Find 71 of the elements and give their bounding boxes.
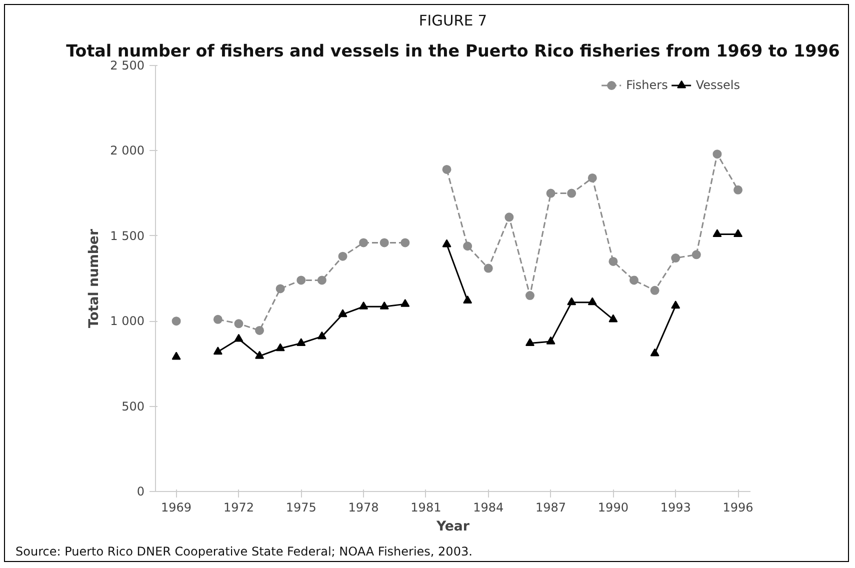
- point: [463, 242, 472, 251]
- y-tick-label: 500: [122, 399, 144, 414]
- source-note: Source: Puerto Rico DNER Cooperative State Federal; NOAA Fisheries, 2003.: [16, 544, 472, 558]
- y-axis-title: Total number: [87, 228, 102, 328]
- point: [608, 256, 618, 266]
- point: [213, 346, 222, 355]
- x-tick-label: 1996: [722, 500, 754, 514]
- point: [380, 301, 389, 310]
- y-tick-label: 1 000: [110, 314, 145, 328]
- point: [629, 276, 638, 285]
- x-tick-label: 1993: [660, 500, 691, 514]
- point: [671, 300, 680, 309]
- legend-label: Fishers: [626, 78, 668, 92]
- point: [359, 238, 368, 248]
- point: [338, 309, 348, 318]
- point: [671, 254, 680, 263]
- point: [588, 297, 597, 306]
- point: [546, 336, 556, 344]
- x-tick-label: 1972: [223, 500, 254, 514]
- point: [338, 252, 348, 261]
- chart-subtitle: Total number of fishers and vessels in the Puerto Rico fisheries from 1969 to 1996: [66, 42, 840, 60]
- point: [317, 331, 326, 340]
- y-tick-label: 2 500: [110, 58, 145, 72]
- point: [172, 352, 181, 360]
- point: [712, 229, 722, 238]
- point: [650, 286, 660, 295]
- point: [484, 264, 493, 273]
- point: [296, 276, 306, 285]
- point: [588, 173, 597, 182]
- y-tick-label: 1 500: [110, 228, 145, 243]
- point: [255, 350, 264, 359]
- x-tick-label: 1978: [348, 500, 379, 514]
- point: [234, 319, 244, 328]
- point: [712, 150, 722, 159]
- point: [567, 188, 576, 198]
- point: [734, 229, 743, 238]
- x-tick-label: 1984: [473, 500, 504, 514]
- legend-label: Vessels: [696, 78, 740, 92]
- point: [525, 291, 534, 300]
- point: [276, 284, 285, 294]
- point: [255, 326, 264, 335]
- point: [234, 334, 244, 342]
- y-tick-label: 0: [136, 484, 145, 498]
- x-axis-title: Year: [435, 520, 470, 534]
- point: [734, 185, 743, 194]
- point: [504, 212, 514, 222]
- x-tick-label: 1987: [536, 500, 566, 514]
- point: [296, 338, 306, 346]
- point: [692, 250, 701, 260]
- point: [359, 301, 368, 310]
- point: [276, 343, 285, 352]
- point: [525, 338, 534, 346]
- point: [608, 314, 618, 322]
- point: [442, 239, 452, 248]
- point: [400, 298, 410, 307]
- point: [317, 276, 326, 285]
- x-tick-label: 1969: [161, 500, 192, 514]
- point: [442, 164, 452, 174]
- x-tick-label: 1981: [410, 500, 442, 514]
- point: [567, 297, 576, 306]
- point: [546, 188, 556, 198]
- point: [380, 238, 389, 248]
- point: [213, 314, 222, 324]
- point: [400, 238, 410, 248]
- chart-title: FIGURE 7: [418, 12, 488, 30]
- x-tick-label: 1990: [598, 500, 628, 514]
- x-tick-label: 1975: [286, 500, 316, 514]
- point: [463, 296, 472, 304]
- point: [650, 348, 660, 356]
- point: [172, 316, 181, 326]
- y-tick-label: 2 000: [110, 144, 145, 158]
